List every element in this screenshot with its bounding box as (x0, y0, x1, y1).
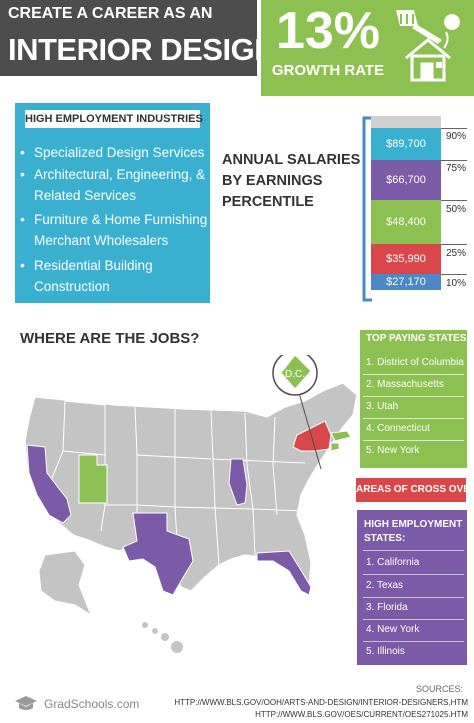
top-paying-header (360, 330, 467, 352)
source-link[interactable]: HTTP://WWW.BLS.GOV/OOH/ARTS-AND-DESIGN/I… (174, 698, 468, 707)
list-item: 4. New York (366, 624, 420, 635)
dc-label: D.C. (285, 369, 305, 380)
salary-bar-25: $35,990 (371, 244, 441, 274)
divider (363, 619, 464, 620)
divider (363, 574, 464, 575)
sources-title: SOURCES: (416, 684, 464, 694)
cross-over-panel (356, 478, 466, 502)
tick-50 (441, 200, 467, 201)
list-item: • Specialized Design Services (20, 142, 208, 163)
salary-bar-top-cap (371, 116, 441, 128)
salary-bar-90: $89,700 (371, 128, 441, 160)
state-illinois (228, 458, 248, 506)
state-dc (280, 355, 312, 390)
state-new-york (292, 420, 332, 452)
percentile-label: 75% (446, 163, 467, 174)
header-title-panel (0, 0, 257, 76)
salary-bracket (362, 116, 372, 302)
list-item: 5. Illinois (366, 646, 405, 657)
state-utah (78, 454, 108, 504)
list-item: • Furniture & Home Furnishing Merchant W… (20, 209, 208, 251)
bullet: • (20, 144, 25, 160)
salary-bar-50: $48,400 (371, 200, 441, 244)
divider (363, 396, 464, 397)
growth-percent: 13% (275, 2, 381, 60)
industry-text: Furniture & Home Furnishing Merchant Who… (34, 212, 208, 248)
percentile-label: 10% (446, 278, 467, 289)
divider (363, 418, 464, 419)
list-item: 3. Utah (366, 401, 399, 412)
divider (363, 597, 464, 598)
high-employment-title: HIGH EMPLOYMENT STATES: (364, 519, 463, 544)
bullet: • (20, 257, 25, 273)
bullet: • (20, 211, 25, 227)
salary-bar-75: $66,700 (371, 160, 441, 200)
state-borders (44, 400, 306, 566)
header-line-1: CREATE A CAREER AS AN (8, 5, 213, 22)
list-item: 3. Florida (366, 602, 408, 613)
divider (363, 440, 464, 441)
industry-text: Specialized Design Services (34, 145, 205, 160)
cross-over-label: AREAS OF CROSS OVER (356, 484, 474, 495)
state-hawaii (142, 622, 183, 653)
divider (363, 641, 464, 642)
state-texas (122, 512, 194, 596)
list-item: 2. Massachusetts (366, 379, 444, 390)
state-florida (256, 550, 312, 596)
divider (363, 374, 464, 375)
industry-text: Architectural, Engineering, & Related Se… (34, 167, 206, 203)
tick-75 (441, 160, 467, 161)
state-alaska (38, 550, 93, 617)
list-item: 2. Texas (366, 580, 404, 591)
percentile-label: 50% (446, 204, 467, 215)
list-item: 4. Connecticut (366, 423, 430, 434)
salary-bar-10: $27,170 (371, 274, 441, 290)
state-california (26, 444, 72, 524)
list-item: • Architectural, Engineering, & Related … (20, 164, 208, 206)
logo-text: GradSchools.com (44, 697, 140, 711)
industries-panel (15, 103, 210, 303)
high-employment-panel (357, 510, 467, 665)
graduation-cap-icon (15, 696, 37, 710)
industries-title: HIGH EMPLOYMENT INDUSTRIES (25, 110, 203, 128)
list-item: 1. District of Columbia (366, 357, 464, 368)
top-paying-title: TOP PAYING STATES: (366, 333, 470, 344)
tick-90 (441, 128, 467, 129)
state-massachusetts (330, 430, 352, 442)
percentile-label: 25% (446, 248, 467, 259)
list-item: 5. New York (366, 445, 420, 456)
house-paintbrush-icon (396, 10, 460, 82)
list-item: • Residential Building Construction (20, 255, 208, 297)
state-connecticut (330, 442, 340, 452)
tick-10 (441, 274, 467, 275)
tick-25 (441, 244, 467, 245)
divider (363, 550, 464, 551)
percentile-label: 90% (446, 131, 467, 142)
top-paying-panel (360, 350, 467, 468)
source-link[interactable]: HTTP://WWW.BLS.GOV/OES/CURRENT/OES271025… (255, 710, 468, 719)
growth-label: GROWTH RATE (271, 62, 385, 79)
map-title: WHERE ARE THE JOBS? (20, 330, 200, 347)
salaries-title: ANNUAL SALARIES BY EARNINGS PERCENTILE (222, 152, 361, 210)
industry-text: Residential Building Construction (34, 258, 153, 294)
us-map: D.C. (24, 355, 358, 653)
list-item: 1. California (366, 557, 420, 568)
bullet: • (20, 166, 25, 182)
